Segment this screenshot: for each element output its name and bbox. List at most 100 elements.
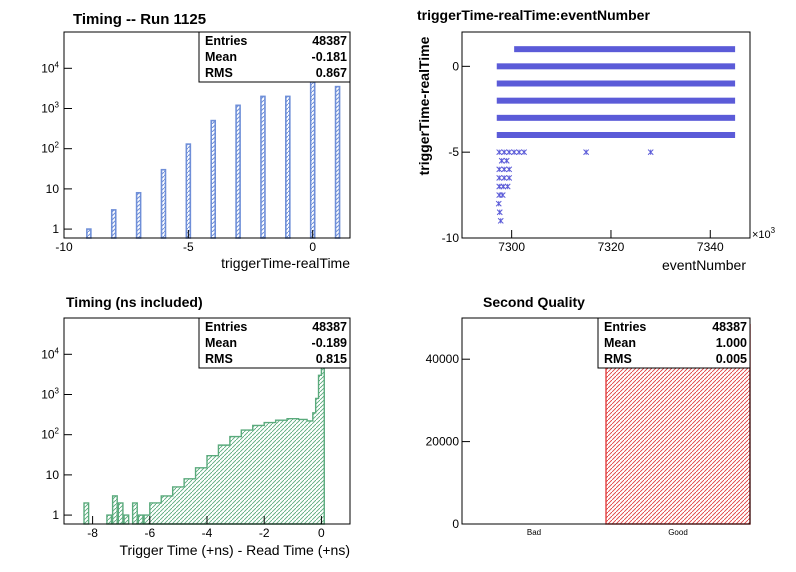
- timing-ns-area: [143, 329, 325, 525]
- timing-y-tick-label: 102: [41, 141, 59, 156]
- scatter-point: [496, 149, 503, 156]
- timing-ns-stats-mean-value: -0.189: [312, 336, 347, 350]
- timing-ns-y-tick-label: 10: [46, 468, 60, 482]
- second-quality-stats-mean-label: Mean: [604, 336, 636, 350]
- scatter-y-tick-label: -10: [442, 231, 460, 245]
- second-quality-stats-mean-value: 1.000: [716, 336, 747, 350]
- timing-ns-histogram: Timing (ns included) -8 -6 -4 -2 0 1 10 102 103 10…: [41, 294, 351, 558]
- timing-title: Timing -- Run 1125: [73, 11, 206, 28]
- second-quality-stats-box: [597, 317, 751, 369]
- scatter-point: [498, 157, 505, 164]
- scatter-point: [503, 157, 510, 164]
- timing-ns-sparse-bin: [137, 514, 144, 525]
- timing-stats-box: [198, 31, 351, 83]
- second-quality-histogram: Second Quality Bad Good 0 20000 40000 Entries 4…: [426, 294, 751, 537]
- scatter-x-axis-label: eventNumber: [662, 257, 746, 273]
- timing-bar: [185, 143, 192, 239]
- timing-histogram: Timing -- Run 1125 -10 -5 0 1 10 102 103 104 trig…: [41, 11, 351, 271]
- second-quality-stats-entries-value: 48387: [712, 320, 747, 334]
- timing-y-tick-label: 10: [46, 182, 60, 196]
- timing-ns-sparse-bin: [83, 502, 90, 525]
- second-quality-stats-rms-label: RMS: [604, 352, 632, 366]
- scatter-point: [495, 200, 502, 207]
- timing-x-axis-label: triggerTime-realTime: [221, 255, 350, 271]
- timing-bar: [160, 168, 167, 239]
- timing-y-tick-label: 1: [52, 222, 59, 236]
- timing-ns-sparse-bin: [111, 495, 118, 525]
- timing-x-tick-label: -10: [55, 240, 73, 254]
- timing-stats-rms-label: RMS: [205, 66, 233, 80]
- timing-x-tick-label: 0: [309, 240, 316, 254]
- scatter-point: [499, 192, 506, 199]
- scatter-point: [647, 149, 654, 156]
- timing-ns-stats-entries-value: 48387: [312, 320, 347, 334]
- timing-ns-sparse-bin: [131, 502, 138, 525]
- scatter-x-tick-label: 7340: [697, 240, 724, 254]
- scatter-band: [514, 46, 736, 53]
- timing-bar: [334, 85, 341, 239]
- timing-ns-x-axis-label: Trigger Time (+ns) - Read Time (+ns): [119, 542, 350, 558]
- timing-y-tick-label: 103: [41, 100, 59, 115]
- second-quality-category-label: Good: [668, 528, 688, 537]
- timing-ns-sparse-bin: [117, 502, 124, 525]
- timing-x-tick-label: -5: [183, 240, 194, 254]
- scatter-point: [496, 209, 503, 216]
- scatter-point: [516, 149, 523, 156]
- timing-bar: [210, 119, 217, 239]
- second-quality-stats-entries-label: Entries: [604, 320, 646, 334]
- timing-stats-entries-value: 48387: [312, 34, 347, 48]
- timing-ns-x-tick-label: -8: [87, 526, 98, 540]
- timing-ns-x-tick-label: -4: [202, 526, 213, 540]
- timing-ns-x-tick-label: 0: [318, 526, 325, 540]
- timing-ns-x-tick-label: -6: [144, 526, 155, 540]
- scatter-band: [496, 80, 736, 87]
- second-quality-title: Second Quality: [483, 294, 585, 310]
- timing-ns-sparse-bin: [106, 514, 113, 525]
- timing-stats-mean-label: Mean: [205, 50, 237, 64]
- scatter-band: [496, 63, 736, 70]
- timing-ns-y-tick-label: 1: [52, 508, 59, 522]
- scatter-point: [521, 149, 528, 156]
- scatter-point: [583, 149, 590, 156]
- timing-y-tick-label: 104: [41, 60, 59, 75]
- scatter-point: [496, 166, 503, 173]
- timing-ns-stats-entries-label: Entries: [205, 320, 247, 334]
- scatter-plot-frame: [461, 31, 751, 239]
- scatter-point: [501, 174, 508, 181]
- timing-bar: [285, 95, 291, 239]
- timing-stats-mean-value: -0.181: [312, 50, 347, 64]
- scatter-y-axis-label: triggerTime-realTime: [416, 36, 432, 175]
- second-quality-y-tick-label: 0: [452, 517, 459, 531]
- scatter-point: [501, 166, 508, 173]
- timing-stats-rms-value: 0.867: [316, 66, 347, 80]
- scatter-band: [496, 132, 736, 138]
- scatter-y-tick-label: 0: [452, 59, 459, 73]
- scatter-plot: triggerTime-realTime:eventNumber 7300 7320…: [416, 7, 776, 273]
- timing-bar: [260, 95, 266, 239]
- scatter-band: [496, 97, 736, 104]
- second-quality-y-tick-label: 40000: [426, 352, 460, 366]
- timing-bar: [110, 209, 117, 239]
- timing-bar: [135, 191, 142, 239]
- second-quality-y-tick-label: 20000: [426, 435, 460, 449]
- scatter-point: [511, 149, 518, 156]
- scatter-x-multiplier: ×103: [752, 226, 776, 241]
- second-quality-stats-rms-value: 0.005: [716, 352, 747, 366]
- timing-ns-stats-rms-label: RMS: [205, 352, 233, 366]
- timing-ns-title: Timing (ns included): [66, 294, 203, 310]
- timing-ns-y-tick-label: 103: [41, 386, 59, 401]
- timing-ns-stats-box: [198, 317, 351, 369]
- scatter-x-tick-label: 7300: [498, 240, 525, 254]
- scatter-point: [506, 149, 513, 156]
- scatter-point: [497, 217, 504, 224]
- scatter-x-tick-label: 7320: [598, 240, 625, 254]
- timing-ns-stats-mean-label: Mean: [205, 336, 237, 350]
- timing-ns-x-tick-label: -2: [259, 526, 270, 540]
- second-quality-category-label: Bad: [527, 528, 541, 537]
- scatter-point: [500, 183, 507, 190]
- scatter-point: [496, 174, 503, 181]
- timing-ns-sparse-bin: [123, 514, 130, 525]
- timing-ns-y-tick-label: 104: [41, 346, 59, 361]
- timing-bar: [235, 104, 241, 239]
